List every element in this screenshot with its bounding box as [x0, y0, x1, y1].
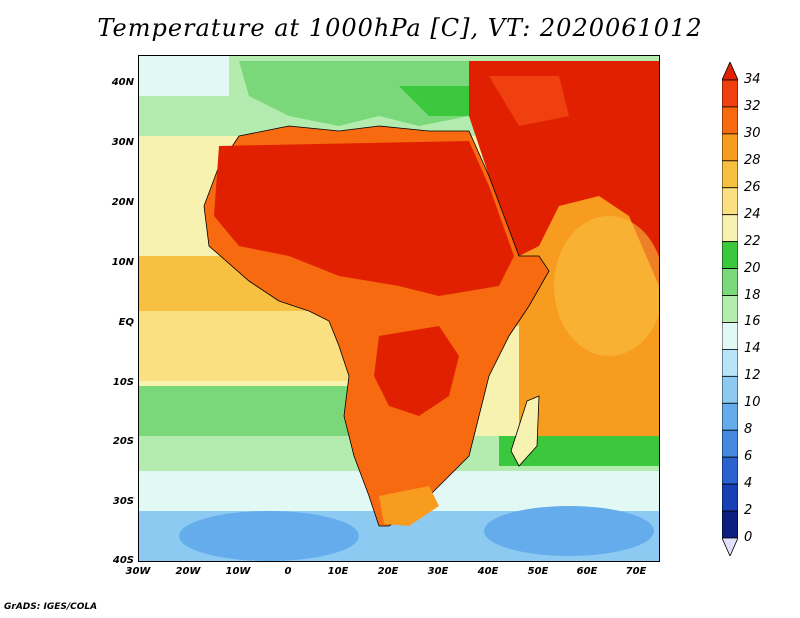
lat-label-40n: 40N	[111, 77, 134, 88]
colorbar-segment	[722, 241, 738, 269]
colorbar-segment	[722, 187, 738, 216]
colorbar-label: 2	[744, 503, 753, 519]
colorbar-label: 34	[744, 72, 761, 87]
colorbar-segment	[722, 106, 738, 135]
colorbar-label: 22	[744, 233, 761, 249]
eastern-mediterranean	[399, 86, 469, 116]
colorbar-segment	[722, 375, 738, 404]
lon-label-70e: 70E	[625, 566, 647, 577]
colorbar-segment	[722, 268, 738, 296]
central-africa-hot-zone	[374, 326, 459, 416]
colorbar-segment	[722, 322, 738, 350]
colorbar-label: 0	[744, 530, 753, 545]
colorbar	[722, 62, 738, 556]
colorbar-segment	[722, 79, 738, 108]
colorbar-label: 8	[744, 422, 753, 438]
map-title: Temperature at 1000hPa [C], VT: 20200610…	[97, 14, 703, 42]
colorbar-segment	[722, 510, 738, 539]
colorbar-segment	[722, 402, 738, 431]
colorbar-segment	[722, 349, 738, 377]
colorbar-segment	[722, 214, 738, 243]
anatolia	[489, 76, 569, 126]
colorbar-label: 10	[744, 395, 761, 411]
colorbar-segment	[722, 133, 738, 162]
colorbar-label: 14	[744, 341, 761, 357]
lat-label-40s: 40S	[112, 555, 134, 566]
europe-mediterranean	[239, 61, 469, 126]
lat-label-30n: 30N	[111, 137, 134, 148]
colorbar-label: 30	[744, 125, 761, 141]
madagascar	[510, 395, 540, 467]
lon-label-10w: 10W	[225, 566, 251, 577]
lat-label-20s: 20S	[112, 436, 134, 447]
colorbar-top-arrow	[722, 62, 738, 81]
lon-label-60e: 60E	[576, 566, 598, 577]
southern-cold-patch-west	[179, 511, 359, 561]
lon-label-20e: 20E	[377, 566, 399, 577]
colorbar-label: 20	[744, 260, 761, 276]
colorbar-label: 32	[744, 98, 761, 114]
lat-label-10n: 10N	[111, 257, 134, 268]
colorbar-label: 16	[744, 314, 761, 330]
lon-label-40e: 40E	[477, 566, 499, 577]
colorbar-label: 4	[744, 476, 753, 492]
colorbar-label: 24	[744, 206, 761, 222]
lon-label-0: 0	[284, 566, 292, 577]
lon-label-20w: 20W	[175, 566, 201, 577]
southern-cold-patch-east	[484, 506, 654, 556]
colorbar-segment	[722, 483, 738, 512]
lon-label-30e: 30E	[427, 566, 449, 577]
colorbar-segment	[722, 456, 738, 485]
map-canvas	[139, 56, 659, 561]
grads-credit: GrADS: IGES/COLA	[4, 602, 98, 612]
sahara-hot-zone	[214, 141, 514, 296]
colorbar-label: 18	[744, 287, 761, 303]
colorbar-segment	[722, 160, 738, 189]
lat-label-20n: 20N	[111, 197, 134, 208]
lat-label-eq: EQ	[118, 317, 134, 328]
colorbar-label: 28	[744, 152, 761, 168]
lat-label-30s: 30S	[112, 496, 134, 507]
colorbar-label: 6	[744, 449, 753, 465]
equatorial-band	[139, 311, 349, 381]
colorbar-bottom-arrow	[722, 537, 738, 556]
colorbar-segment	[722, 429, 738, 458]
colorbar-label: 26	[744, 179, 761, 195]
lon-label-10e: 10E	[327, 566, 349, 577]
colorbar-segments	[722, 79, 738, 539]
south-africa-warm-zone	[379, 486, 439, 526]
colorbar-segment	[722, 295, 738, 323]
colorbar-label: 12	[744, 368, 761, 384]
arabian-sea-patch	[554, 216, 659, 356]
lon-label-30w: 30W	[125, 566, 151, 577]
north-atlantic-cool-band	[139, 56, 229, 96]
lat-label-10s: 10S	[112, 377, 134, 388]
lon-label-50e: 50E	[527, 566, 549, 577]
temperature-map	[138, 55, 660, 562]
